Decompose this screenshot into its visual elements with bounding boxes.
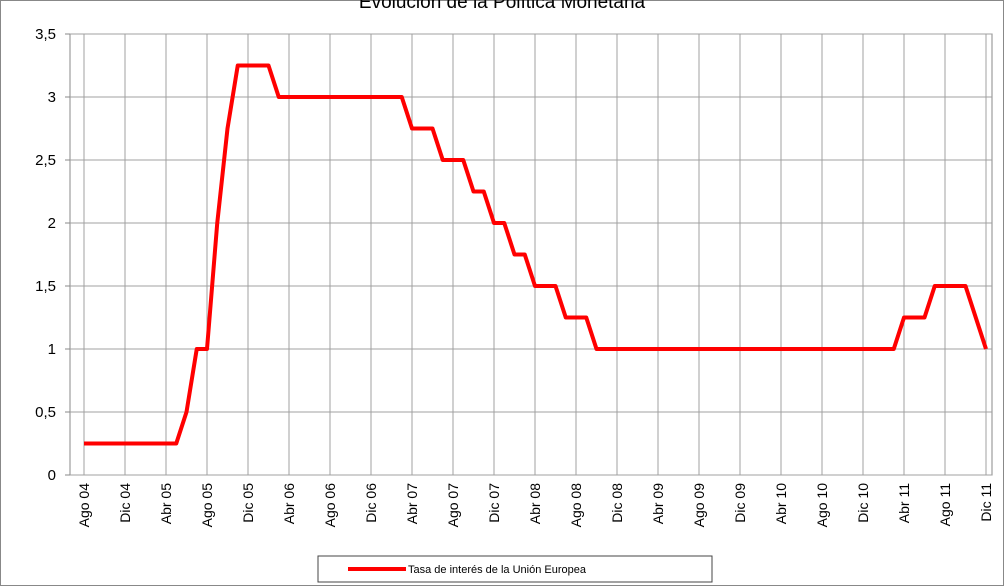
legend-label: Tasa de interés de la Unión Europea [408, 564, 587, 576]
x-tick-label: Abr 09 [650, 483, 666, 524]
x-tick-label: Ago 07 [445, 483, 461, 528]
y-tick-label: 1 [48, 341, 56, 358]
x-tick-label: Dic 05 [240, 483, 256, 523]
line-series [84, 63, 988, 446]
y-tick-label: 0,5 [35, 404, 56, 421]
x-tick-label: Abr 11 [896, 483, 912, 523]
x-tick-label: Abr 06 [281, 483, 297, 524]
x-tick-label: Dic 10 [855, 483, 871, 523]
y-tick-label: 0 [48, 467, 56, 484]
x-tick-label: Dic 06 [363, 483, 379, 523]
x-tick-label: Dic 07 [486, 483, 502, 523]
x-tick-label: Ago 10 [814, 483, 830, 528]
x-tick-label: Abr 05 [158, 483, 174, 524]
chart-title: Evolución de la Política Monetaria [359, 0, 646, 13]
x-tick-label: Abr 08 [527, 483, 543, 524]
y-tick-label: 2,5 [35, 152, 56, 169]
y-tick-label: 3 [48, 89, 56, 106]
x-tick-label: Dic 09 [732, 483, 748, 523]
x-tick-label: Dic 11 [978, 483, 994, 522]
x-tick-label: Ago 09 [691, 483, 707, 528]
x-tick-label: Ago 11 [937, 483, 953, 527]
x-tick-label: Abr 10 [773, 483, 789, 524]
y-tick-label: 3,5 [35, 26, 56, 43]
x-tick-label: Ago 08 [568, 483, 584, 528]
x-tick-label: Ago 05 [199, 483, 215, 528]
x-tick-label: Ago 06 [322, 483, 338, 528]
y-tick-label: 1,5 [35, 278, 56, 295]
x-tick-label: Abr 07 [404, 483, 420, 524]
y-tick-label: 2 [48, 215, 56, 232]
x-tick-label: Ago 04 [76, 483, 92, 528]
x-tick-label: Dic 08 [609, 483, 625, 523]
x-tick-label: Dic 04 [117, 483, 133, 523]
